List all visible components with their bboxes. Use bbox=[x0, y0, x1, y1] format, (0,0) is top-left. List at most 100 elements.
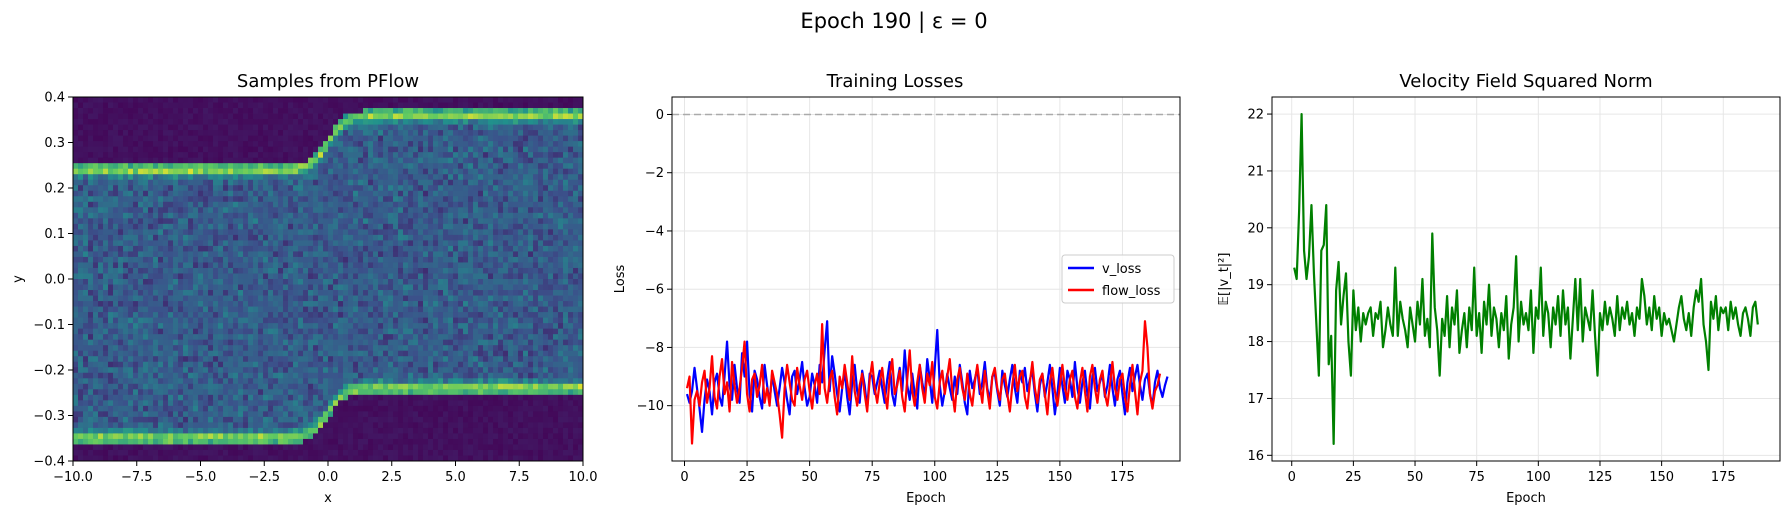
heatmap-cell bbox=[73, 130, 79, 137]
heatmap-cell bbox=[443, 212, 449, 219]
heatmap-cell bbox=[258, 113, 264, 120]
heatmap-cell bbox=[238, 433, 244, 440]
heatmap-cell bbox=[203, 312, 209, 319]
heatmap-cell bbox=[353, 389, 359, 396]
heatmap-cell bbox=[338, 179, 344, 186]
heatmap-cell bbox=[373, 284, 379, 291]
heatmap-cell bbox=[408, 427, 414, 434]
heatmap-cell bbox=[368, 389, 374, 396]
heatmap-cell bbox=[133, 273, 139, 280]
heatmap-cell bbox=[258, 279, 264, 285]
heatmap-cell bbox=[273, 284, 279, 291]
heatmap-cell bbox=[163, 312, 169, 319]
heatmap-cell bbox=[238, 312, 244, 319]
heatmap-cell bbox=[178, 273, 184, 280]
heatmap-cell bbox=[153, 207, 159, 214]
heatmap-cell bbox=[308, 102, 314, 109]
heatmap-cell bbox=[148, 157, 154, 164]
heatmap-cell bbox=[208, 218, 214, 225]
heatmap-cell bbox=[358, 212, 364, 219]
heatmap-cell bbox=[283, 102, 289, 109]
heatmap-cell bbox=[338, 135, 344, 142]
heatmap-cell bbox=[388, 372, 394, 379]
heatmap-cell bbox=[228, 411, 234, 418]
heatmap-cell bbox=[118, 290, 124, 296]
heatmap-cell bbox=[228, 267, 234, 274]
heatmap-cell bbox=[193, 378, 199, 385]
heatmap-cell bbox=[213, 135, 219, 142]
heatmap-cell bbox=[118, 102, 124, 109]
heatmap-cell bbox=[243, 394, 249, 401]
heatmap-cell bbox=[408, 168, 414, 175]
heatmap-cell bbox=[373, 97, 379, 103]
heatmap-cell bbox=[353, 135, 359, 142]
heatmap-cell bbox=[173, 416, 179, 423]
heatmap-cell bbox=[268, 152, 274, 159]
heatmap-cell bbox=[143, 135, 149, 142]
heatmap-cell bbox=[113, 262, 119, 269]
heatmap-cell bbox=[183, 124, 189, 131]
heatmap-cell bbox=[448, 185, 454, 192]
heatmap-cell bbox=[363, 157, 369, 164]
heatmap-cell bbox=[448, 256, 454, 263]
heatmap-cell bbox=[123, 157, 129, 164]
heatmap-cell bbox=[108, 196, 114, 203]
heatmap-cell bbox=[138, 350, 144, 357]
heatmap-cell bbox=[178, 218, 184, 225]
heatmap-cell bbox=[193, 328, 199, 335]
heatmap-cell bbox=[118, 141, 124, 148]
heatmap-cell bbox=[383, 124, 389, 131]
heatmap-cell bbox=[168, 350, 174, 357]
heatmap-cell bbox=[448, 212, 454, 219]
heatmap-cell bbox=[413, 372, 419, 379]
heatmap-cell bbox=[83, 400, 89, 407]
heatmap-cell bbox=[153, 378, 159, 385]
heatmap-cell bbox=[128, 317, 134, 324]
heatmap-cell bbox=[188, 223, 194, 230]
heatmap-cell bbox=[83, 130, 89, 137]
heatmap-cell bbox=[413, 323, 419, 330]
heatmap-cell bbox=[273, 251, 279, 258]
heatmap-cell bbox=[103, 284, 109, 291]
heatmap-cell bbox=[118, 405, 124, 412]
heatmap-cell bbox=[238, 372, 244, 379]
heatmap-cell bbox=[423, 141, 429, 148]
heatmap-cell bbox=[158, 212, 164, 219]
heatmap-cell bbox=[363, 306, 369, 313]
heatmap-cell bbox=[183, 108, 189, 114]
heatmap-cell bbox=[223, 119, 229, 125]
heatmap-cell bbox=[263, 350, 269, 357]
heatmap-cell bbox=[373, 372, 379, 379]
heatmap-cell bbox=[83, 234, 89, 241]
heatmap-cell bbox=[368, 334, 374, 341]
heatmap-cell bbox=[108, 416, 114, 423]
heatmap-cell bbox=[143, 438, 149, 445]
heatmap-cell bbox=[208, 262, 214, 269]
heatmap-cell bbox=[88, 306, 94, 313]
heatmap-cell bbox=[188, 97, 194, 103]
heatmap-cell bbox=[388, 438, 394, 445]
heatmap-cell bbox=[198, 168, 204, 175]
heatmap-cell bbox=[133, 350, 139, 357]
heatmap-cell bbox=[448, 207, 454, 214]
heatmap-cell bbox=[183, 279, 189, 285]
heatmap-cell bbox=[128, 356, 134, 363]
heatmap-cell bbox=[133, 438, 139, 445]
heatmap-cell bbox=[418, 185, 424, 192]
heatmap-cell bbox=[303, 350, 309, 357]
heatmap-cell bbox=[198, 345, 204, 352]
heatmap-cell bbox=[253, 290, 259, 296]
heatmap-cell bbox=[373, 130, 379, 137]
heatmap-cell bbox=[303, 234, 309, 241]
heatmap-cell bbox=[413, 267, 419, 274]
heatmap-cell bbox=[313, 234, 319, 241]
heatmap-cell bbox=[168, 229, 174, 236]
heatmap-cell bbox=[243, 201, 249, 208]
heatmap-cell bbox=[273, 141, 279, 148]
heatmap-cell bbox=[383, 295, 389, 302]
heatmap-cell bbox=[178, 306, 184, 313]
heatmap-cell bbox=[158, 372, 164, 379]
heatmap-cell bbox=[223, 212, 229, 219]
heatmap-cell bbox=[368, 174, 374, 181]
heatmap-cell bbox=[288, 179, 294, 186]
